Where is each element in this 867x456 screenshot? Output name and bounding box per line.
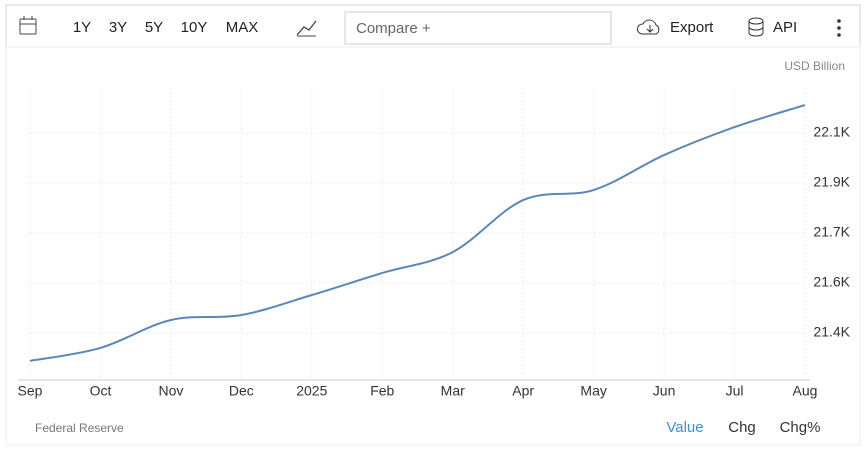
- y-tick-label: 21.6K: [813, 274, 850, 290]
- x-tick-label: Sep: [18, 383, 43, 399]
- calendar-icon[interactable]: [19, 16, 37, 35]
- y-tick-label: 21.7K: [813, 224, 850, 240]
- x-tick-label: Aug: [793, 383, 818, 399]
- x-tick-label: Jul: [726, 383, 744, 399]
- compare-text[interactable]: Compare +: [356, 20, 431, 37]
- export-icon[interactable]: [636, 19, 660, 35]
- x-tick-label: 2025: [296, 383, 327, 399]
- y-tick-label: 22.1K: [813, 124, 850, 140]
- export-button[interactable]: Export: [670, 19, 714, 36]
- x-tick-label: Dec: [229, 383, 254, 399]
- chart-type-icon[interactable]: [296, 20, 317, 36]
- api-button[interactable]: API: [773, 19, 797, 36]
- range-button[interactable]: 10Y: [181, 19, 208, 36]
- line-series: [29, 104, 806, 362]
- y-tick-label: 21.9K: [813, 174, 850, 190]
- tab[interactable]: Chg: [728, 419, 756, 436]
- compare-box[interactable]: [344, 11, 612, 45]
- tab[interactable]: Value: [666, 419, 703, 436]
- x-tick-label: Jun: [653, 383, 676, 399]
- x-tick-label: Apr: [512, 383, 534, 399]
- range-button[interactable]: 3Y: [109, 19, 127, 36]
- x-tick-label: Oct: [90, 383, 112, 399]
- api-icon[interactable]: [748, 17, 764, 37]
- range-button[interactable]: 1Y: [73, 19, 91, 36]
- x-tick-label: Feb: [370, 383, 394, 399]
- range-button[interactable]: 5Y: [145, 19, 163, 36]
- x-tick-label: Mar: [441, 383, 465, 399]
- source: Federal Reserve: [35, 421, 124, 435]
- menu-icon[interactable]: [837, 19, 841, 37]
- y-tick-label: 21.4K: [813, 324, 850, 340]
- unit-label: USD Billion: [784, 59, 845, 73]
- chart-frame: [5, 46, 861, 446]
- tab[interactable]: Chg%: [780, 419, 821, 436]
- x-tick-label: May: [580, 383, 606, 399]
- x-tick-label: Nov: [158, 383, 183, 399]
- range-button[interactable]: MAX: [226, 19, 259, 36]
